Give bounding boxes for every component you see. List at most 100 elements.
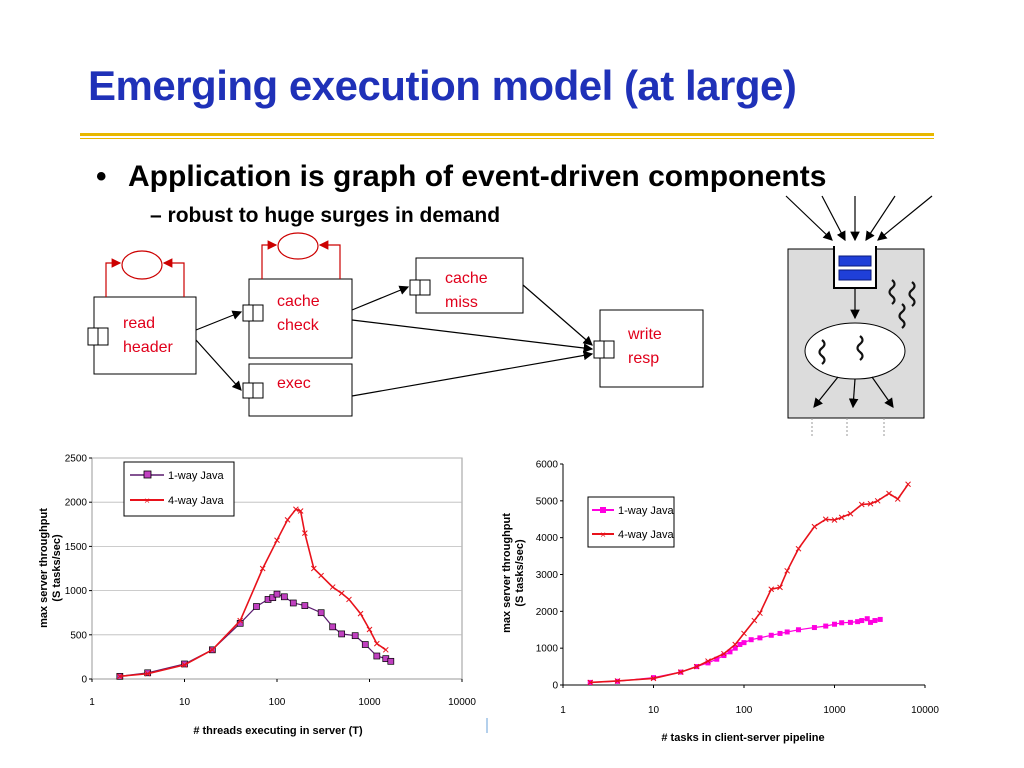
- stage-cache-miss-line1: cache: [445, 270, 488, 287]
- stage-cache-check: cache check: [242, 232, 353, 359]
- stage-exec-line1: exec: [277, 375, 311, 392]
- chart1-point: [338, 630, 346, 638]
- chart2-point: [795, 627, 801, 633]
- chart2-point: [768, 586, 775, 593]
- chart1-ytick: 2500: [65, 454, 88, 465]
- chart2-point: [737, 641, 743, 647]
- chart2-series: [587, 481, 911, 686]
- chart1-point: [280, 593, 288, 601]
- chart1-point: [144, 670, 151, 677]
- chart2-ytick: 6000: [536, 460, 559, 471]
- chart1-ylabel-line2: (S tasks/sec): [51, 534, 63, 602]
- thread-icon: [818, 279, 916, 365]
- chart1-point: [181, 662, 188, 668]
- chart2-point: [757, 610, 763, 617]
- chart1-point: [329, 623, 337, 631]
- chart2-point: [832, 621, 837, 627]
- chart1-axes: 0 500 1000 1500 2000 2500 1 10 100 1000 10000: [65, 454, 477, 709]
- stage-cache-miss: cache miss: [409, 257, 524, 314]
- chart1-legend-4way: 4-way Java: [168, 495, 225, 507]
- chart2-ylabel-line2: (S tasks/sec): [514, 539, 526, 607]
- svg-text:×: ×: [600, 530, 606, 541]
- chart1-ytick: 1000: [65, 586, 88, 597]
- chart1-point: [373, 652, 381, 660]
- chart2-point: [839, 620, 845, 626]
- stage-read-header-line2: header: [123, 339, 173, 356]
- chart2-point: [811, 523, 818, 530]
- stage-write-resp-line2: resp: [628, 350, 659, 367]
- bullet-marker: •: [96, 160, 107, 193]
- chart1-point: [116, 673, 123, 680]
- chart2-legend: 1-way Java × 4-way Java: [587, 496, 675, 548]
- chart1-point: [373, 640, 380, 647]
- chart1-point: [361, 641, 369, 648]
- chart2-ytick: 4000: [536, 533, 559, 544]
- chart1-point: [346, 596, 352, 603]
- chart1-xlabel: # threads executing in server (T): [193, 725, 363, 737]
- chart1-xtick: 10: [179, 697, 191, 708]
- chart1-point: [351, 632, 359, 640]
- chart2-point: [894, 496, 901, 502]
- chart2-ytick: 0: [552, 681, 558, 692]
- chart1-point: [338, 590, 345, 597]
- chart1-point: [382, 646, 389, 653]
- chart2-point: [831, 517, 838, 523]
- chart2-ylabel-line1: max server throughput: [501, 513, 513, 633]
- bullet-main-text: Application is graph of event-driven com…: [128, 160, 827, 193]
- stage-read-header: read header: [87, 250, 197, 375]
- chart1-ytick: 1500: [65, 542, 88, 553]
- chart2-point: [847, 510, 854, 517]
- chart2-point: [855, 619, 861, 625]
- chart1-ytick: 2000: [65, 498, 88, 509]
- chart2-xtick: 1: [560, 705, 566, 716]
- chart2-point: [677, 669, 684, 675]
- chart1-point: [259, 565, 266, 572]
- chart1-point: [310, 565, 317, 572]
- chart2-xtick: 100: [736, 705, 753, 716]
- chart2-point: [727, 649, 733, 655]
- stage-cache-check-line2: check: [277, 317, 320, 334]
- chart2-series-line-1: [590, 483, 909, 684]
- chart2-point: [650, 675, 657, 682]
- chart2-point: [811, 625, 817, 631]
- chart2-point: [741, 640, 747, 646]
- chart2-point: [877, 616, 883, 622]
- chart2-xtick: 10000: [911, 705, 939, 716]
- chart2-point: [872, 618, 878, 624]
- chart1-point: [318, 572, 324, 579]
- chart2-point: [757, 635, 763, 641]
- chart1-point: [317, 609, 325, 617]
- chart1-point: [237, 617, 244, 624]
- chart2-point: [741, 630, 747, 637]
- chart2-point: [748, 637, 754, 643]
- stage-read-header-line1: read: [123, 315, 155, 332]
- bullet-sub: – robust to huge surges in demand: [150, 204, 500, 228]
- chart1-grid: [92, 457, 462, 636]
- chart2-xlabel: # tasks in client-server pipeline: [661, 732, 824, 744]
- state-ellipse: [277, 232, 319, 260]
- chart2-point: [721, 650, 727, 657]
- chart2-point: [732, 645, 738, 651]
- chart2-point: [705, 660, 711, 666]
- chart1-point: [289, 599, 297, 607]
- chart2-point: [838, 514, 845, 521]
- chart2-point: [714, 656, 720, 662]
- chart2-point: [874, 497, 881, 504]
- chart2-point: [751, 617, 758, 624]
- chart1-ytick: 500: [70, 630, 87, 641]
- slide-title: Emerging execution model (at large): [88, 62, 797, 109]
- chart1-point: [293, 506, 299, 513]
- chart1-xtick: 1000: [358, 697, 381, 708]
- chart2-ytick: 1000: [536, 644, 559, 655]
- chart1-series: [116, 506, 395, 680]
- state-ellipse: [121, 250, 163, 280]
- chart2-xtick: 10: [648, 705, 660, 716]
- chart1-point: [357, 610, 364, 617]
- chart2-point: [614, 678, 621, 684]
- bullet-main: • Application is graph of event-driven co…: [96, 160, 826, 194]
- stage-cache-check-line1: cache: [277, 293, 320, 310]
- chart2-point: [867, 500, 874, 507]
- chart2-point: [886, 490, 892, 497]
- chart2-point: [864, 616, 870, 622]
- chart2-point: [822, 516, 829, 523]
